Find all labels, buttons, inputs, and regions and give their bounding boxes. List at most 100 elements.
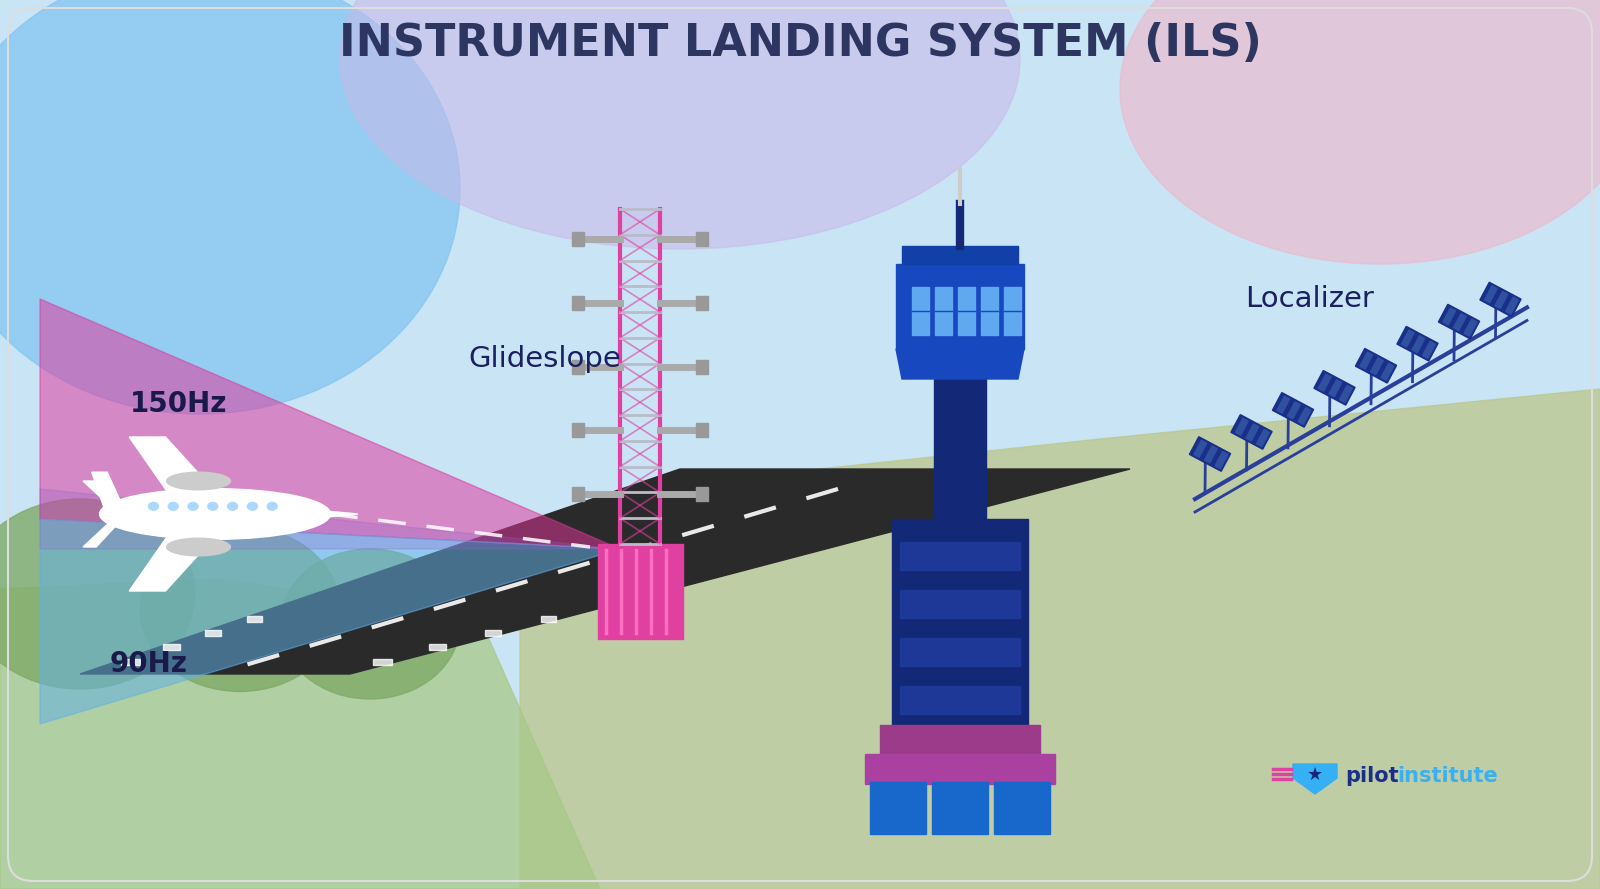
Bar (1318, 374, 1331, 391)
Bar (870, 782, 926, 834)
Bar (163, 645, 181, 651)
Text: 150Hz: 150Hz (130, 390, 227, 418)
Bar (1339, 386, 1352, 403)
Polygon shape (0, 579, 600, 889)
Bar (1360, 352, 1373, 369)
Bar (429, 645, 446, 651)
Bar (573, 296, 584, 309)
Bar (1189, 436, 1230, 471)
Bar (1402, 330, 1414, 347)
Bar (1205, 446, 1218, 463)
Bar (880, 725, 1040, 757)
Bar (893, 519, 1027, 729)
Bar (1494, 292, 1507, 308)
Bar (1230, 414, 1272, 449)
Polygon shape (80, 469, 1130, 674)
Bar (122, 659, 139, 665)
Ellipse shape (149, 502, 158, 510)
Bar (573, 423, 584, 437)
Bar (1397, 326, 1438, 361)
Bar (1443, 308, 1456, 324)
Bar (1194, 440, 1206, 457)
Ellipse shape (189, 502, 198, 510)
Text: INSTRUMENT LANDING SYSTEM (ILS): INSTRUMENT LANDING SYSTEM (ILS) (339, 22, 1261, 66)
Polygon shape (83, 481, 123, 509)
Polygon shape (40, 489, 621, 549)
Bar (541, 616, 555, 621)
Polygon shape (40, 519, 621, 724)
Bar (1314, 371, 1355, 405)
Bar (1330, 380, 1342, 396)
Ellipse shape (0, 0, 461, 414)
Bar (573, 359, 584, 373)
Ellipse shape (267, 502, 277, 510)
Bar (205, 630, 221, 636)
Text: 90Hz: 90Hz (110, 650, 189, 678)
Bar (1411, 336, 1424, 353)
Bar (931, 782, 989, 834)
Bar (899, 590, 1021, 618)
Bar (373, 659, 392, 665)
Ellipse shape (208, 502, 218, 510)
Polygon shape (130, 518, 232, 591)
Bar (1277, 396, 1290, 413)
Bar (1381, 364, 1394, 380)
Bar (899, 638, 1021, 666)
Ellipse shape (168, 502, 178, 510)
Bar (994, 782, 1050, 834)
Bar (1355, 348, 1397, 383)
Polygon shape (83, 518, 123, 547)
Bar (896, 264, 1024, 349)
Bar (246, 616, 262, 621)
Ellipse shape (166, 538, 230, 556)
Bar (598, 544, 683, 639)
Bar (696, 359, 709, 373)
Polygon shape (130, 437, 232, 509)
Ellipse shape (341, 0, 1021, 249)
Ellipse shape (99, 489, 331, 540)
Bar (934, 287, 952, 335)
Polygon shape (520, 389, 1600, 889)
Text: ★: ★ (1307, 766, 1323, 784)
Ellipse shape (166, 472, 230, 490)
Bar (1480, 283, 1522, 316)
Bar (1235, 419, 1248, 436)
Bar (573, 487, 584, 501)
Bar (1506, 297, 1518, 314)
Bar (696, 296, 709, 309)
Bar (1272, 393, 1314, 427)
Polygon shape (40, 299, 621, 549)
Text: pilot: pilot (1346, 766, 1398, 786)
Polygon shape (91, 472, 125, 510)
Bar (899, 686, 1021, 714)
Bar (1246, 424, 1259, 441)
Text: institute: institute (1397, 766, 1498, 786)
Ellipse shape (248, 502, 258, 510)
Bar (1256, 429, 1269, 446)
Polygon shape (1293, 764, 1338, 794)
Bar (1371, 357, 1384, 374)
Ellipse shape (227, 502, 237, 510)
Text: Glideslope: Glideslope (469, 345, 621, 373)
Bar (696, 423, 709, 437)
Bar (1005, 287, 1021, 335)
Bar (934, 379, 986, 519)
Bar (696, 232, 709, 246)
Polygon shape (896, 349, 1024, 379)
Bar (866, 754, 1054, 784)
Ellipse shape (141, 526, 341, 692)
Text: Localizer: Localizer (1245, 285, 1374, 313)
Polygon shape (323, 510, 358, 517)
Bar (485, 630, 501, 636)
Bar (902, 246, 1018, 264)
Bar (1298, 407, 1310, 424)
Bar (958, 287, 974, 335)
Bar (1438, 304, 1480, 339)
Bar (1288, 402, 1301, 419)
Bar (1422, 341, 1435, 358)
Bar (1214, 452, 1227, 469)
Bar (1485, 286, 1498, 303)
Ellipse shape (280, 549, 461, 699)
Bar (1453, 314, 1466, 331)
Bar (696, 487, 709, 501)
